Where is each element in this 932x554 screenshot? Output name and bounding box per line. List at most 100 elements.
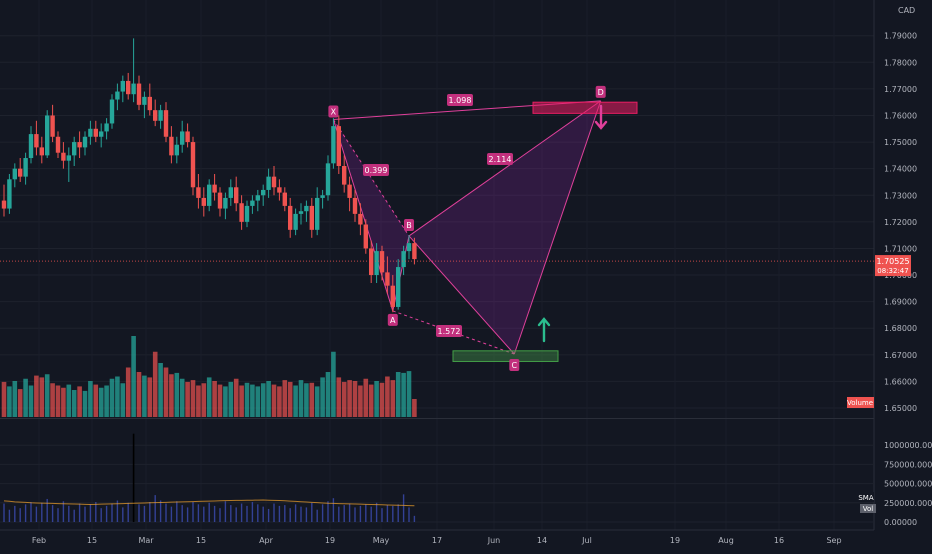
candle-body[interactable] xyxy=(153,110,158,121)
candle-body[interactable] xyxy=(50,115,55,137)
candle-body[interactable] xyxy=(293,213,298,230)
volume-bar[interactable] xyxy=(152,351,158,417)
volume-bar[interactable] xyxy=(395,372,401,417)
volume-bar[interactable] xyxy=(244,382,250,417)
candle-body[interactable] xyxy=(212,184,217,193)
volume-bar[interactable] xyxy=(120,383,126,417)
candle-body[interactable] xyxy=(277,187,282,193)
volume-bar[interactable] xyxy=(347,380,352,417)
volume-bar[interactable] xyxy=(368,384,374,417)
candle-body[interactable] xyxy=(169,136,174,156)
volume-bar[interactable] xyxy=(55,385,61,418)
candle-body[interactable] xyxy=(45,115,50,156)
volume-bar[interactable] xyxy=(163,367,169,418)
candle-body[interactable] xyxy=(347,184,352,198)
candle-body[interactable] xyxy=(66,155,71,161)
volume-bar[interactable] xyxy=(17,389,23,417)
volume-bar[interactable] xyxy=(293,385,298,418)
candle-body[interactable] xyxy=(72,142,77,156)
candle-body[interactable] xyxy=(180,131,185,145)
candle-body[interactable] xyxy=(93,128,98,137)
volume-bar[interactable] xyxy=(277,386,282,417)
volume-bar[interactable] xyxy=(158,363,163,417)
candle-body[interactable] xyxy=(196,187,201,198)
candle-body[interactable] xyxy=(34,134,39,148)
volume-badge[interactable] xyxy=(847,397,874,408)
volume-bar[interactable] xyxy=(125,367,131,418)
volume-bar[interactable] xyxy=(255,386,261,417)
candle-body[interactable] xyxy=(201,197,206,206)
volume-bar[interactable] xyxy=(412,399,417,417)
candle-body[interactable] xyxy=(109,99,115,124)
candle-body[interactable] xyxy=(331,126,336,164)
volume-bar[interactable] xyxy=(325,372,331,417)
volume-bar[interactable] xyxy=(260,383,266,417)
volume-bar[interactable] xyxy=(23,378,28,417)
volume-bar[interactable] xyxy=(309,382,315,417)
candle-body[interactable] xyxy=(228,187,233,198)
volume-bar[interactable] xyxy=(50,383,55,417)
candle-body[interactable] xyxy=(142,96,147,105)
volume-bar[interactable] xyxy=(271,384,277,417)
pattern-point-marker[interactable] xyxy=(595,85,606,98)
candle-body[interactable] xyxy=(342,166,347,185)
candle-body[interactable] xyxy=(23,158,28,177)
volume-bar[interactable] xyxy=(374,381,379,417)
candle-body[interactable] xyxy=(271,176,277,188)
volume-bar[interactable] xyxy=(66,384,72,417)
volume-bar[interactable] xyxy=(228,381,234,417)
candle-body[interactable] xyxy=(163,110,169,137)
pattern-point-marker[interactable] xyxy=(328,105,339,118)
candle-body[interactable] xyxy=(39,147,44,156)
candle-body[interactable] xyxy=(61,152,66,161)
volume-bar[interactable] xyxy=(341,381,347,417)
candle-body[interactable] xyxy=(369,248,374,276)
candle-body[interactable] xyxy=(336,126,341,167)
volume-bar[interactable] xyxy=(88,381,93,417)
candle-body[interactable] xyxy=(401,251,406,268)
volume-bar[interactable] xyxy=(39,377,45,417)
candle-body[interactable] xyxy=(223,197,228,209)
candle-body[interactable] xyxy=(363,224,368,249)
volume-bar[interactable] xyxy=(212,381,217,417)
candle-body[interactable] xyxy=(374,251,379,276)
volume-bar[interactable] xyxy=(28,385,34,418)
volume-bar[interactable] xyxy=(352,381,358,417)
volume-bar[interactable] xyxy=(174,372,180,417)
volume-bar[interactable] xyxy=(169,374,174,417)
volume-bar[interactable] xyxy=(104,385,109,418)
volume-bar[interactable] xyxy=(93,384,99,417)
volume-bar[interactable] xyxy=(185,381,190,417)
volume-bar[interactable] xyxy=(179,378,185,417)
candle-body[interactable] xyxy=(131,83,136,95)
volume-bar[interactable] xyxy=(61,387,66,417)
volume-bar[interactable] xyxy=(217,384,223,417)
volume-bar[interactable] xyxy=(331,351,336,417)
volume-bar[interactable] xyxy=(7,386,12,417)
candle-body[interactable] xyxy=(126,80,131,95)
target-zone[interactable] xyxy=(532,101,638,114)
volume-bar[interactable] xyxy=(115,376,120,418)
candle-body[interactable] xyxy=(298,211,304,214)
volume-bar[interactable] xyxy=(147,377,153,417)
candle-body[interactable] xyxy=(115,91,120,100)
candle-body[interactable] xyxy=(396,267,401,307)
candle-body[interactable] xyxy=(325,163,331,196)
candle-body[interactable] xyxy=(379,251,385,273)
candle-body[interactable] xyxy=(239,203,244,222)
volume-bar[interactable] xyxy=(190,380,196,417)
candle-body[interactable] xyxy=(288,205,293,230)
volume-bar[interactable] xyxy=(142,375,147,417)
candle-body[interactable] xyxy=(7,179,12,209)
volume-bar[interactable] xyxy=(379,382,385,417)
volume-bar[interactable] xyxy=(71,390,77,417)
volume-bar[interactable] xyxy=(1,381,7,417)
candle-body[interactable] xyxy=(88,128,93,137)
volume-bar[interactable] xyxy=(233,378,239,417)
candle-body[interactable] xyxy=(250,200,255,206)
volume-bar[interactable] xyxy=(304,383,309,417)
volume-bar[interactable] xyxy=(320,377,325,417)
candle-body[interactable] xyxy=(147,96,152,111)
candle-body[interactable] xyxy=(412,243,417,260)
